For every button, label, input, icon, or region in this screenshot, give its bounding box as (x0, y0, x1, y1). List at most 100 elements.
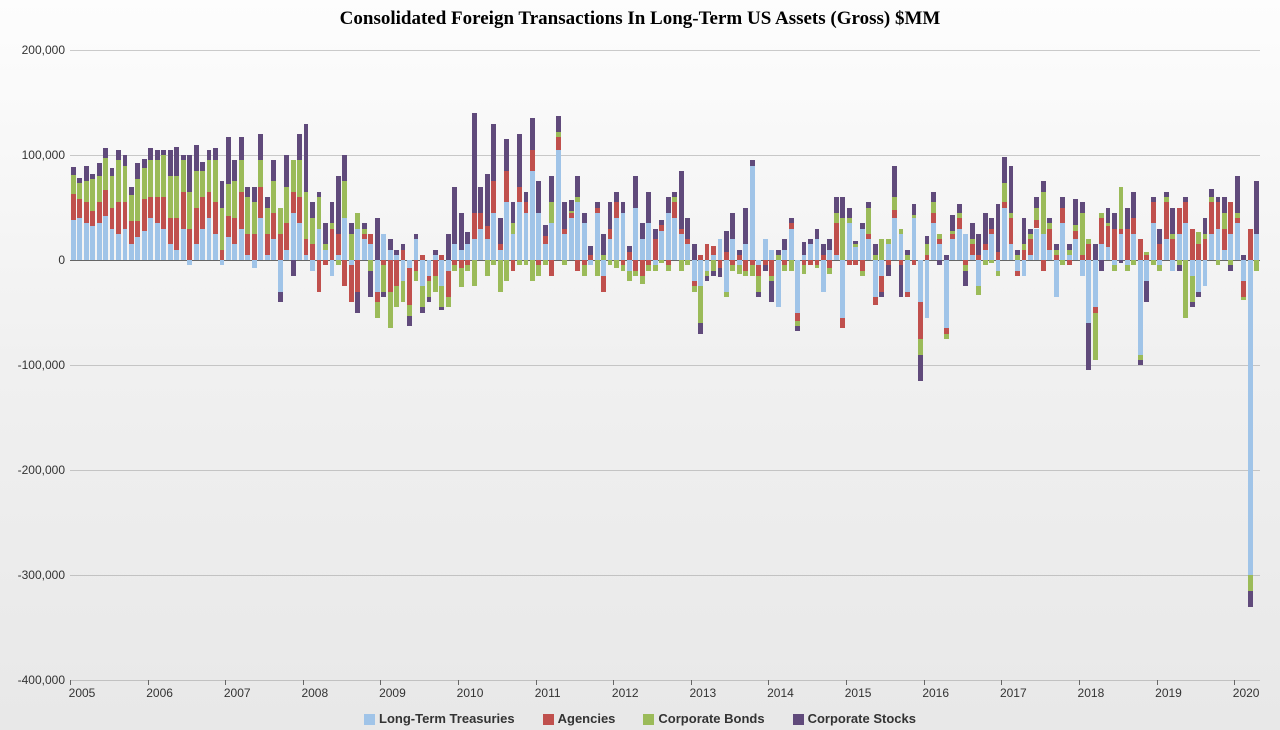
bar-segment-corp_bonds (743, 271, 748, 276)
bar-segment-agencies (543, 236, 548, 244)
xtick-mark (458, 680, 459, 685)
bar-segment-agencies (1157, 244, 1162, 260)
bar-segment-corp_stocks (258, 134, 263, 160)
bar-segment-treasuries (459, 250, 464, 261)
bar (1177, 50, 1182, 680)
bar-segment-treasuries (110, 229, 115, 261)
bar-segment-corp_bonds (879, 239, 884, 260)
bar-segment-agencies (756, 265, 761, 276)
bar-segment-corp_stocks (815, 229, 820, 240)
bar-segment-corp_bonds (187, 192, 192, 229)
bar-segment-agencies (194, 208, 199, 245)
bar-segment-agencies (627, 252, 632, 260)
bar-segment-agencies (200, 197, 205, 229)
bar-segment-treasuries (239, 229, 244, 261)
bar-segment-corp_stocks (556, 116, 561, 132)
bar-segment-corp_bonds (226, 184, 231, 216)
bar-segment-corp_stocks (1235, 176, 1240, 213)
bar-segment-corp_bonds (912, 215, 917, 218)
bar-segment-corp_bonds (937, 234, 942, 239)
bar-segment-corp_bonds (1190, 276, 1195, 302)
bar-segment-corp_bonds (866, 208, 871, 234)
bar-segment-agencies (368, 234, 373, 245)
bar (705, 50, 710, 680)
bar-segment-corp_stocks (879, 292, 884, 297)
bar-segment-corp_bonds (284, 187, 289, 224)
bar-segment-corp_bonds (724, 292, 729, 297)
bar-segment-treasuries (427, 260, 432, 276)
bar-segment-corp_stocks (989, 218, 994, 229)
bar-segment-agencies (407, 268, 412, 305)
bar (220, 50, 225, 680)
bar-segment-corp_stocks (1093, 244, 1098, 260)
bar-segment-agencies (1034, 220, 1039, 228)
bar-segment-treasuries (659, 231, 664, 260)
bar (239, 50, 244, 680)
bar (672, 50, 677, 680)
bar-segment-corp_stocks (388, 239, 393, 250)
bar-segment-corp_stocks (692, 244, 697, 260)
bar-segment-agencies (860, 260, 865, 271)
bar-segment-agencies (1183, 202, 1188, 223)
bar-segment-corp_stocks (148, 148, 153, 161)
bar (200, 50, 205, 680)
bar-segment-corp_bonds (207, 160, 212, 192)
bar-segment-treasuries (1028, 255, 1033, 260)
bar-segment-corp_bonds (653, 265, 658, 270)
bar (827, 50, 832, 680)
bar (879, 50, 884, 680)
bar-segment-corp_bonds (511, 223, 516, 234)
bar-segment-corp_stocks (1170, 208, 1175, 234)
bar-segment-corp_stocks (1203, 218, 1208, 234)
bar-segment-corp_bonds (401, 281, 406, 302)
bar (1022, 50, 1027, 680)
bar-segment-treasuries (84, 223, 89, 260)
bar (950, 50, 955, 680)
bar-segment-treasuries (1170, 260, 1175, 271)
bar-segment-treasuries (1183, 223, 1188, 260)
xtick-label: 2005 (69, 686, 96, 700)
bar (679, 50, 684, 680)
bar (110, 50, 115, 680)
xtick-mark (768, 680, 769, 685)
bar (103, 50, 108, 680)
bar-segment-treasuries (1248, 260, 1253, 575)
bar (957, 50, 962, 680)
bar-segment-corp_bonds (925, 244, 930, 255)
bar-segment-treasuries (679, 234, 684, 260)
bar-segment-corp_stocks (77, 178, 82, 183)
bar-segment-corp_stocks (433, 250, 438, 255)
ytick-label: -100,000 (18, 358, 65, 372)
bar-segment-corp_stocks (135, 163, 140, 179)
bar-segment-treasuries (621, 213, 626, 260)
bar-segment-corp_stocks (446, 234, 451, 260)
bar-segment-corp_stocks (407, 316, 412, 327)
bar-segment-agencies (459, 260, 464, 268)
bar-segment-corp_stocks (336, 176, 341, 234)
xtick-mark (691, 680, 692, 685)
bar (375, 50, 380, 680)
xtick-label: 2007 (224, 686, 251, 700)
bar-segment-agencies (1170, 239, 1175, 260)
bar-segment-agencies (232, 218, 237, 244)
bar-segment-treasuries (834, 255, 839, 260)
bar-segment-corp_stocks (795, 326, 800, 331)
bar-segment-corp_bonds (213, 160, 218, 202)
bar (317, 50, 322, 680)
bar-segment-treasuries (925, 260, 930, 318)
bar-segment-corp_stocks (582, 213, 587, 224)
bar (485, 50, 490, 680)
bar-segment-treasuries (873, 260, 878, 297)
bar-segment-corp_stocks (97, 163, 102, 176)
legend-item: Long-Term Treasuries (364, 711, 515, 726)
bar-segment-corp_bonds (659, 260, 664, 263)
bar-segment-agencies (336, 234, 341, 255)
bar-segment-corp_stocks (789, 218, 794, 223)
bar-segment-corp_stocks (375, 218, 380, 260)
bar-segment-corp_stocks (116, 150, 121, 161)
bar-segment-corp_stocks (1073, 199, 1078, 225)
bar-segment-treasuries (892, 218, 897, 260)
bar-segment-corp_stocks (284, 155, 289, 187)
ytick-label: 100,000 (22, 148, 65, 162)
bar-segment-corp_bonds (892, 197, 897, 210)
